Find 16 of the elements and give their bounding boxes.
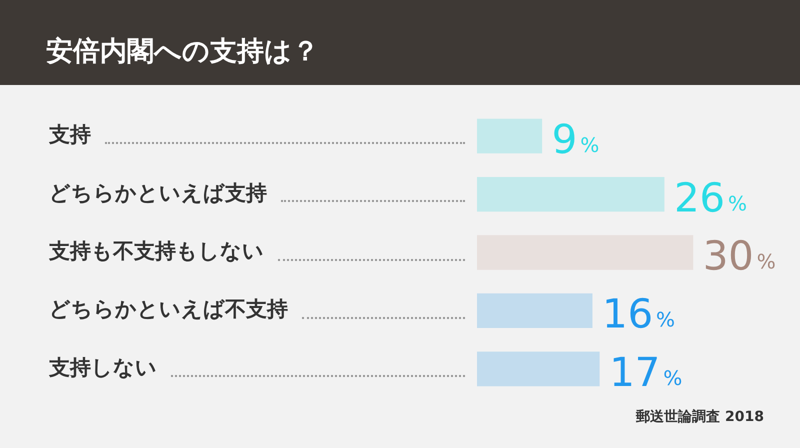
y-tick-label: どちらかといえば不支持 [49,297,288,322]
bar [477,118,542,154]
y-tick-label: 支持も不支持もしない [48,238,264,263]
text: 郵送世論調査 2018 [636,408,764,426]
bar [477,352,600,386]
data-label: 30% [702,234,776,280]
y-tick-label: 支持 [48,122,91,147]
data-label: 16% [602,292,676,338]
data-label: 9% [552,117,600,164]
y-tick-label: どちらかといえば支持 [49,180,267,205]
data-label: 17% [609,350,682,396]
y-tick-label: 支持しない [48,355,157,380]
bar [477,293,592,328]
data-label: 26% [674,175,747,222]
text: 安倍内閣への支持は？ [46,34,319,68]
bar [477,176,664,212]
